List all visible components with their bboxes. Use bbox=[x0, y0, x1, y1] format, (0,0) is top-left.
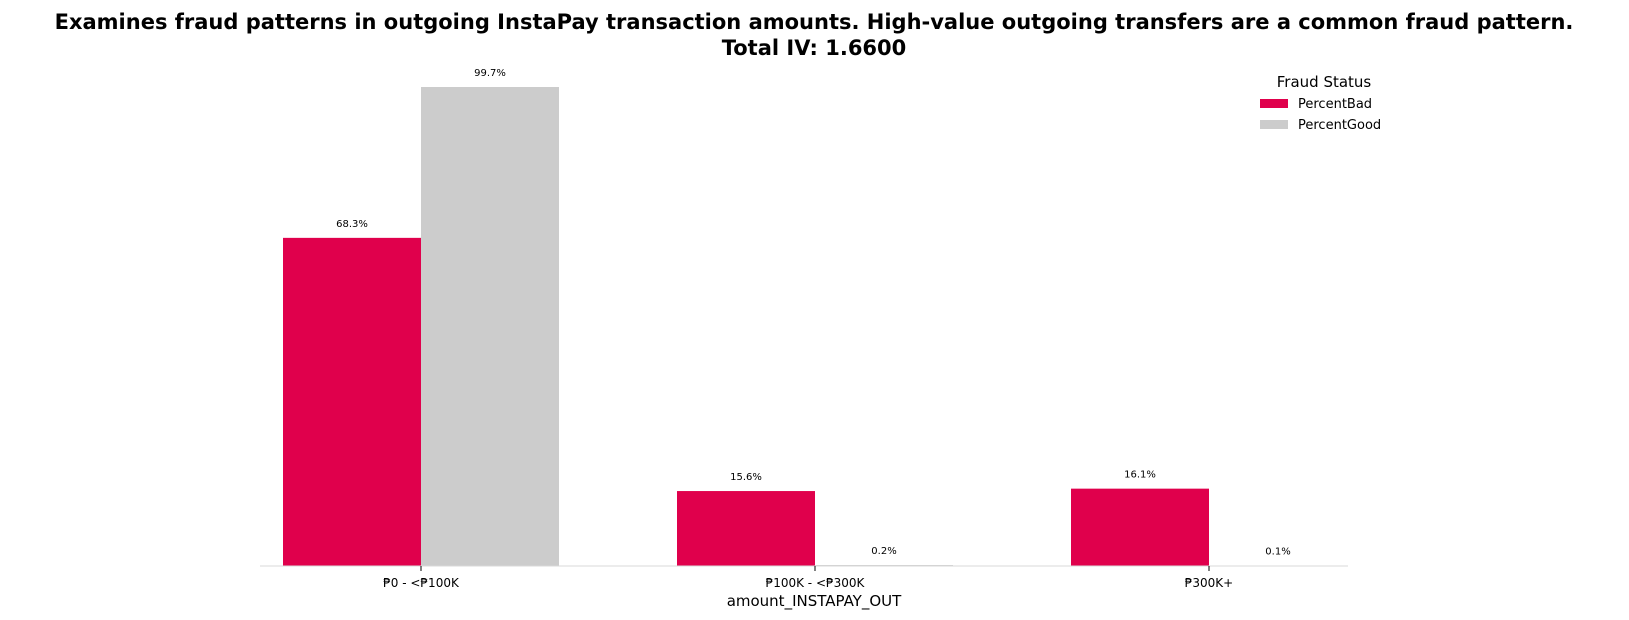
x-axis-label: amount_INSTAPAY_OUT bbox=[727, 592, 902, 611]
legend-label-percentbad: PercentBad bbox=[1298, 97, 1372, 112]
bar-percentgood-0 bbox=[421, 87, 559, 566]
bar-percentbad-0 bbox=[283, 237, 421, 566]
data-label-percentgood-0: 99.7% bbox=[474, 68, 506, 79]
bars-group bbox=[283, 87, 1347, 567]
legend-label-percentgood: PercentGood bbox=[1298, 118, 1381, 133]
legend-swatch-percentgood bbox=[1260, 120, 1288, 129]
x-ticks-group: ₱0 - <₱100K ₱100K - <₱300K ₱300K+ bbox=[383, 566, 1233, 590]
x-tick-label-2: ₱300K+ bbox=[1185, 576, 1233, 590]
data-label-percentgood-1: 0.2% bbox=[871, 546, 896, 557]
x-tick-label-0: ₱0 - <₱100K bbox=[383, 576, 460, 590]
chart-subtitle: Total IV: 1.6600 bbox=[722, 36, 907, 60]
data-label-percentbad-0: 68.3% bbox=[336, 219, 368, 230]
data-labels-group: 68.3% 99.7% 15.6% 0.2% 16.1% 0.1% bbox=[336, 68, 1291, 558]
bar-percentbad-1 bbox=[677, 491, 815, 566]
legend: Fraud Status PercentBad PercentGood bbox=[1260, 73, 1381, 133]
data-label-percentgood-2: 0.1% bbox=[1265, 547, 1290, 558]
chart-title: Examines fraud patterns in outgoing Inst… bbox=[55, 10, 1574, 34]
legend-title: Fraud Status bbox=[1277, 73, 1372, 91]
x-tick-label-1: ₱100K - <₱300K bbox=[766, 576, 866, 590]
bar-percentbad-2 bbox=[1071, 488, 1209, 566]
data-label-percentbad-2: 16.1% bbox=[1124, 470, 1156, 481]
data-label-percentbad-1: 15.6% bbox=[730, 472, 762, 483]
legend-swatch-percentbad bbox=[1260, 99, 1288, 108]
